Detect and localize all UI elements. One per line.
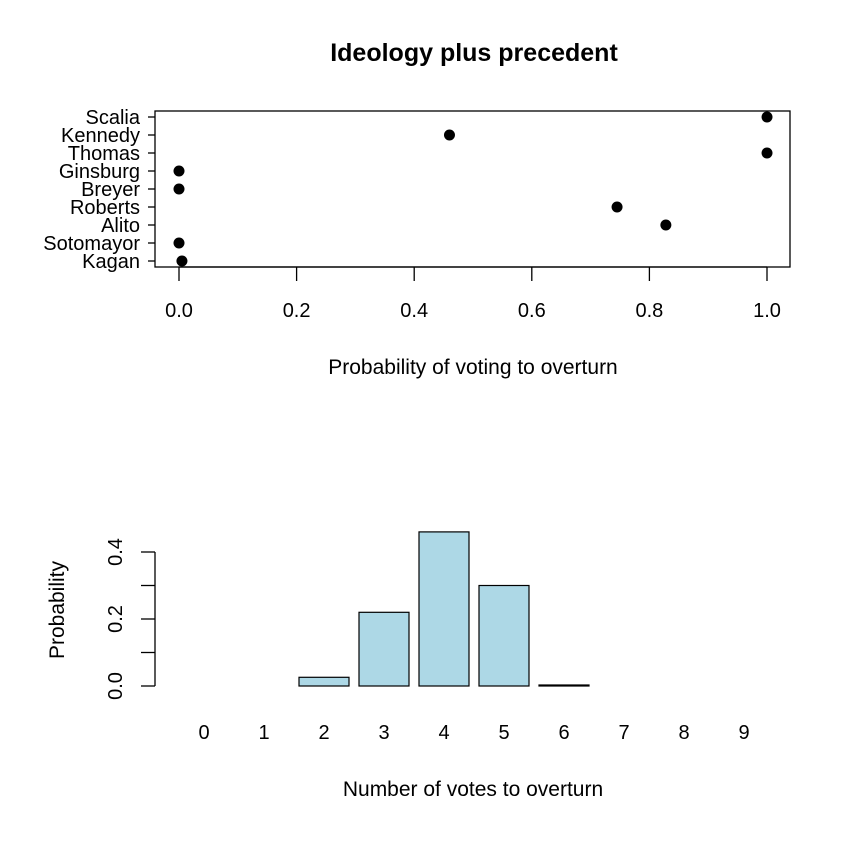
bar-chart-category-label: 8 [678, 722, 689, 744]
dot-chart-point [761, 111, 773, 123]
bar-chart-bar [418, 531, 470, 687]
bar-chart-y-tick-label: 0.4 [105, 538, 127, 566]
dot-chart-x-tick-label: 0.0 [165, 300, 193, 322]
bar-chart: 0.0 0.2 0.4 0 1 2 3 4 5 6 7 8 9 Probability Number … [46, 531, 750, 801]
dot-chart-point [660, 219, 672, 231]
dot-chart-points [173, 111, 773, 267]
bar-chart-category-labels: 0 1 2 3 4 5 6 7 8 9 [198, 722, 749, 744]
dot-chart-x-tick-label: 0.8 [635, 300, 663, 322]
bar-chart-bar [478, 584, 530, 687]
dot-chart-x-tick-label: 0.2 [283, 300, 311, 322]
bar-chart-y-axis-label: Probability [46, 560, 69, 659]
dot-chart-point [173, 165, 185, 177]
dot-chart-category-label: Kennedy [61, 125, 140, 147]
bar-chart-bar [538, 684, 590, 687]
bar-chart-bar [358, 611, 410, 687]
dot-chart-point [611, 201, 623, 213]
dot-chart-x-axis: 0.0 0.2 0.4 0.6 0.8 1.0 [165, 266, 781, 322]
dot-chart-point [443, 129, 455, 141]
dot-chart-category-label: Alito [101, 215, 140, 237]
bar-chart-category-label: 2 [318, 722, 329, 744]
dot-chart-point [761, 147, 773, 159]
dot-chart-x-tick-label: 0.6 [518, 300, 546, 322]
bar-chart-x-axis-label: Number of votes to overturn [343, 778, 603, 801]
dot-chart-point [176, 255, 188, 267]
dot-chart-category-label: Scalia [86, 107, 141, 129]
dot-chart-category-label: Sotomayor [43, 233, 140, 255]
dot-chart-x-tick-label: 0.4 [400, 300, 428, 322]
dot-chart-x-tick-label: 1.0 [753, 300, 781, 322]
bar-chart-category-label: 4 [438, 722, 449, 744]
dot-chart-category-label: Ginsburg [59, 161, 140, 183]
bar-chart-category-label: 0 [198, 722, 209, 744]
bar-chart-category-label: 1 [258, 722, 269, 744]
bar-chart-y-axis: 0.0 0.2 0.4 [105, 538, 156, 700]
dot-chart-x-axis-label: Probability of voting to overturn [328, 356, 618, 379]
dot-chart-category-label: Kagan [82, 251, 140, 273]
bar-chart-bars [298, 531, 590, 687]
dot-chart-category-label: Roberts [70, 197, 140, 219]
bar-chart-category-label: 9 [738, 722, 749, 744]
dot-chart-category-labels: ScaliaKennedyThomasGinsburgBreyerRoberts… [43, 107, 155, 273]
bar-chart-category-label: 3 [378, 722, 389, 744]
dot-chart-plot-box [154, 110, 791, 268]
dot-chart-point [173, 183, 185, 195]
bar-chart-category-label: 6 [558, 722, 569, 744]
bar-chart-y-tick-label: 0.2 [105, 605, 127, 633]
dot-chart-title: Ideology plus precedent [330, 39, 618, 67]
bar-chart-category-label: 7 [618, 722, 629, 744]
dot-chart: Ideology plus precedent ScaliaKennedyTho… [43, 39, 791, 379]
bar-chart-category-label: 5 [498, 722, 509, 744]
bar-chart-y-tick-label: 0.0 [105, 672, 127, 700]
dot-chart-category-label: Breyer [81, 179, 140, 201]
bar-chart-bar [298, 676, 350, 687]
dot-chart-point [173, 237, 185, 249]
dot-chart-category-label: Thomas [68, 143, 140, 165]
